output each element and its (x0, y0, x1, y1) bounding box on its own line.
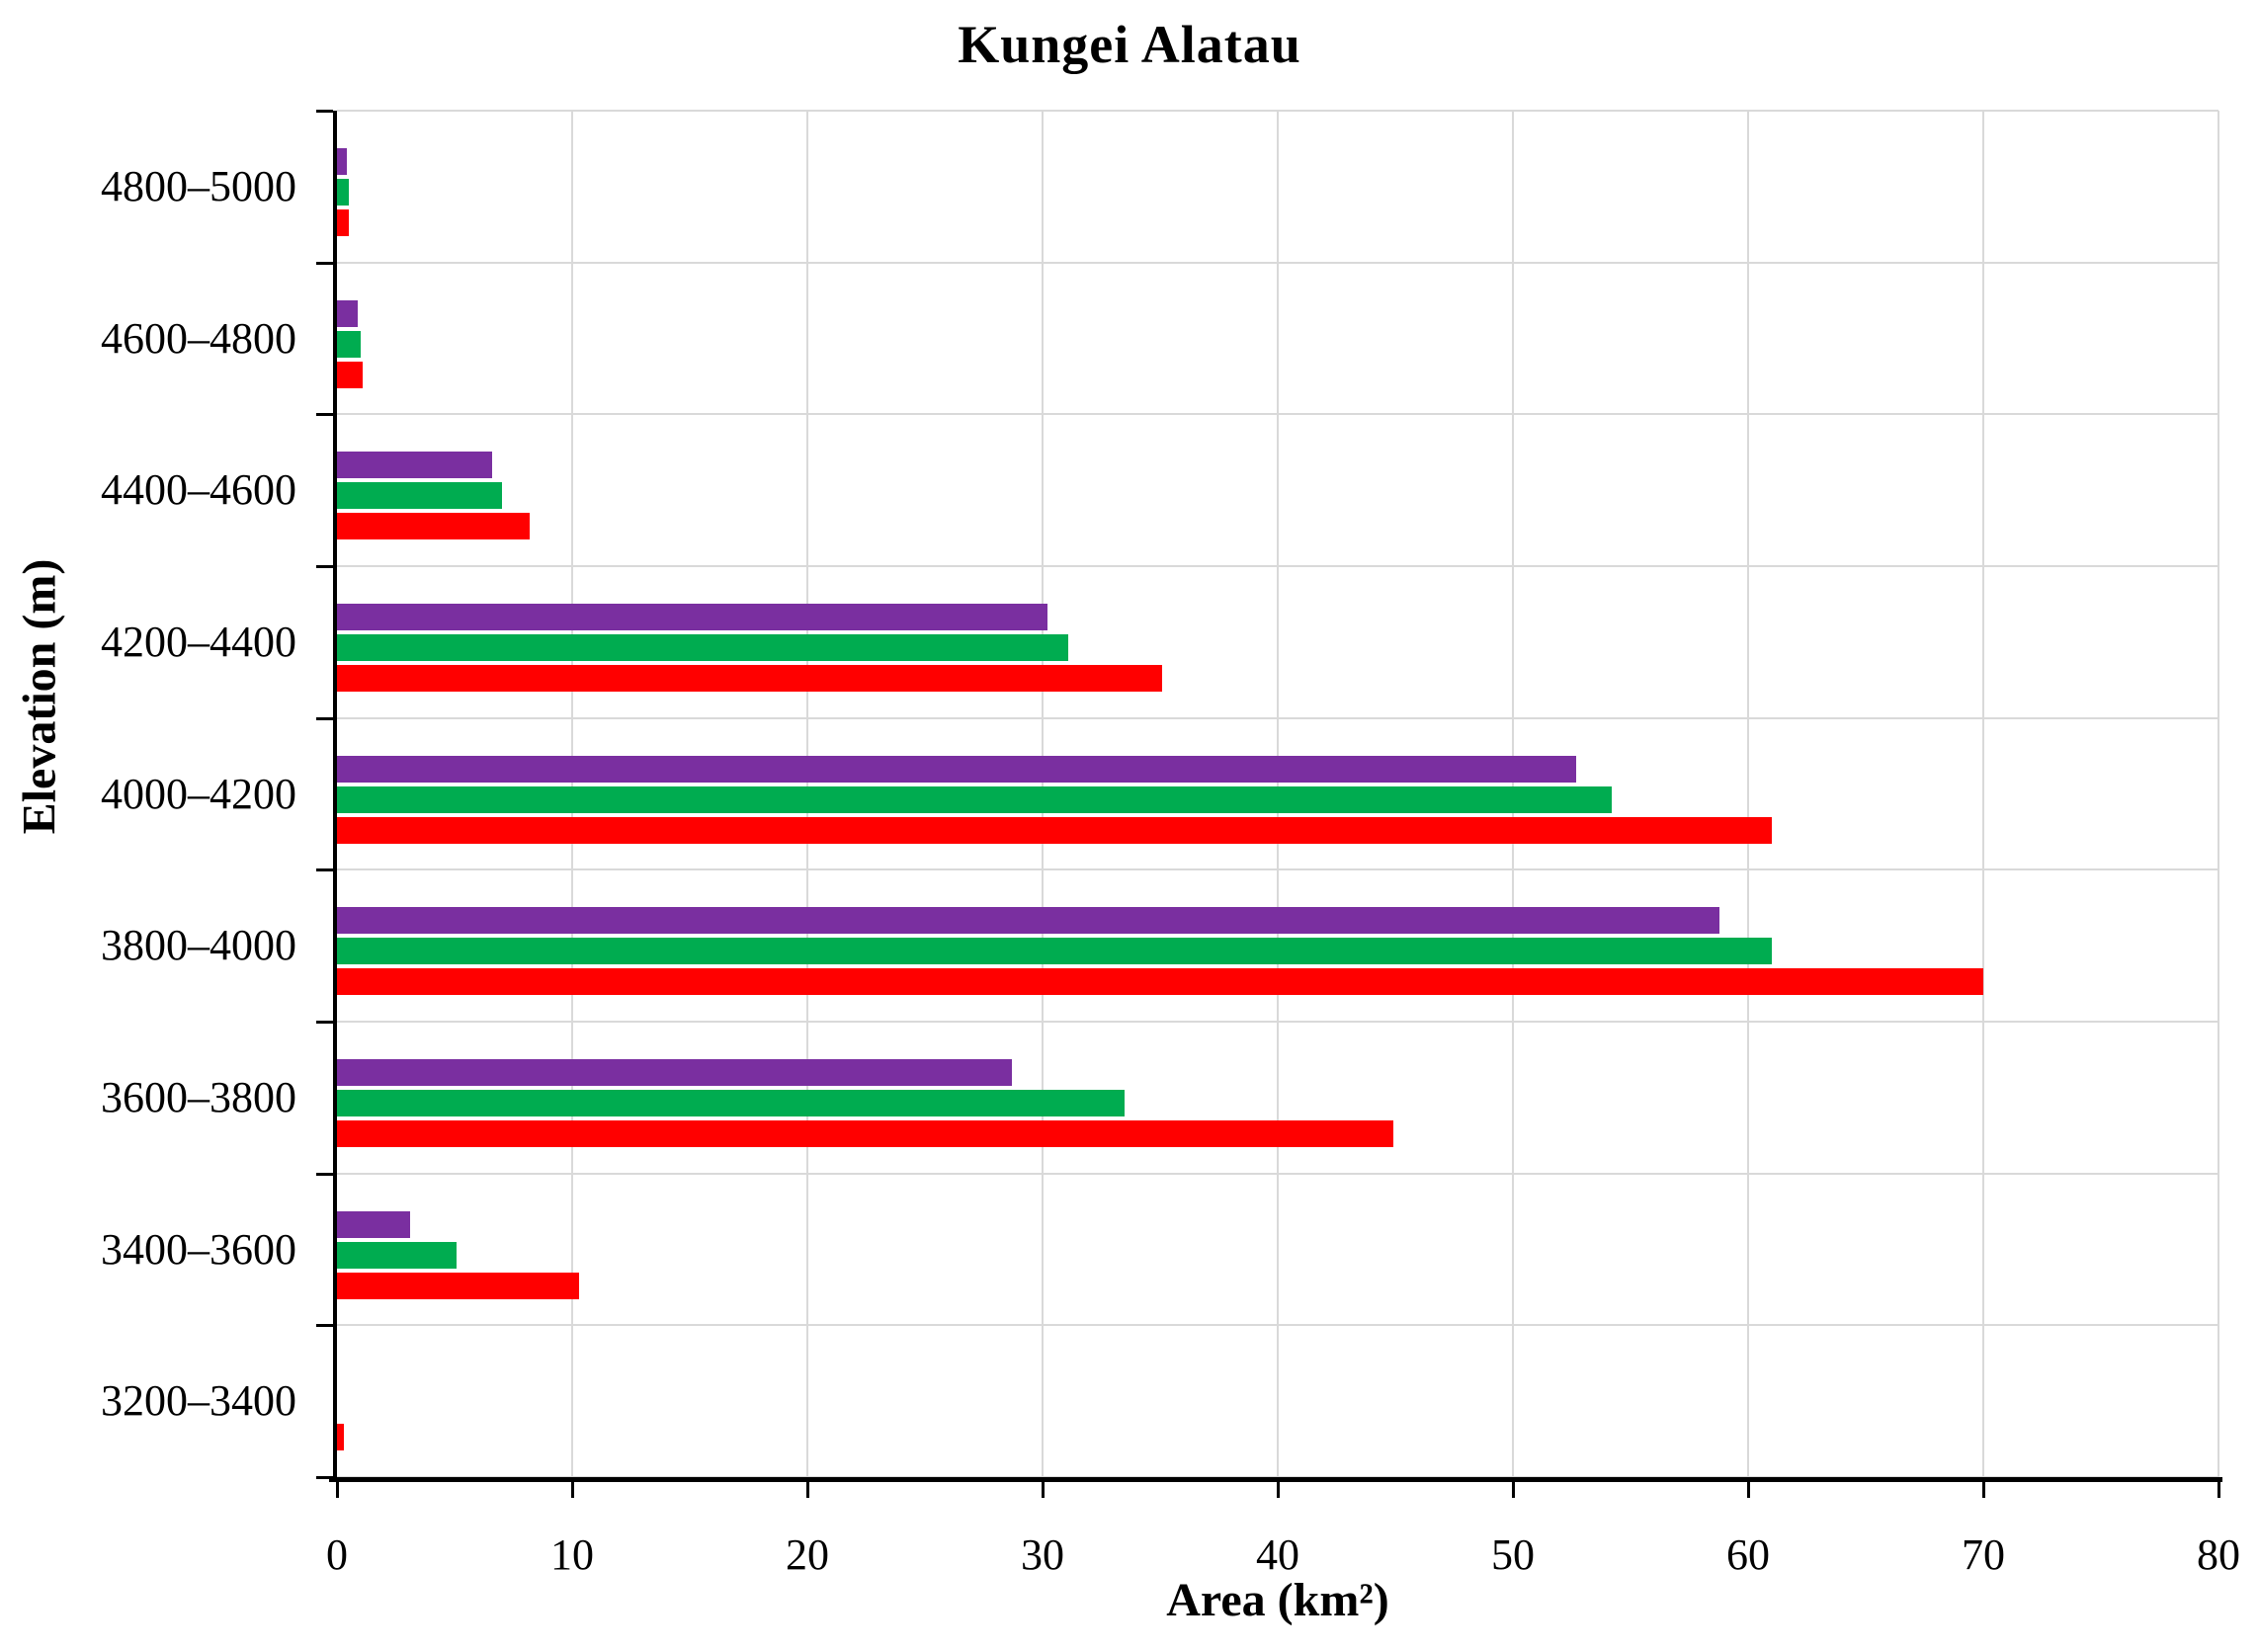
x-axis-tick (1511, 1482, 1515, 1498)
bar (337, 1210, 410, 1238)
bar (337, 907, 1720, 935)
x-axis-tick-label: 70 (1962, 1530, 2005, 1579)
y-axis-category-label: 4200–4400 (101, 617, 296, 666)
bar (337, 209, 349, 236)
x-axis-tick (570, 1482, 574, 1498)
bar (337, 452, 493, 479)
y-axis-tick (316, 565, 333, 568)
bar (337, 299, 359, 327)
y-axis-category-label: 4600–4800 (101, 313, 296, 363)
vertical-gridline (1982, 111, 1984, 1477)
y-axis-category-label: 4800–5000 (101, 161, 296, 210)
bar (337, 1059, 1013, 1086)
y-axis-tick (316, 868, 333, 872)
y-axis-category-label: 3200–3400 (101, 1376, 296, 1426)
chart-title: Kungei Alatau (958, 15, 1301, 74)
bar (337, 938, 1772, 965)
bar (337, 665, 1163, 692)
y-axis-category-label: 3800–4000 (101, 921, 296, 970)
y-axis-category-label: 4000–4200 (101, 769, 296, 818)
bar (337, 785, 1612, 813)
x-axis-tick-label: 40 (1256, 1530, 1299, 1579)
x-axis-tick-label: 80 (2197, 1530, 2240, 1579)
y-axis-tick (316, 1476, 333, 1479)
x-axis-tick-label: 60 (1726, 1530, 1770, 1579)
y-axis-tick (316, 110, 333, 113)
x-axis-tick-label: 30 (1021, 1530, 1064, 1579)
y-axis-tick (316, 413, 333, 417)
x-axis-tick (1276, 1482, 1280, 1498)
x-axis-tick (1041, 1482, 1045, 1498)
x-axis-tick (1981, 1482, 1985, 1498)
bar (337, 1272, 580, 1299)
bar (337, 755, 1577, 783)
vertical-gridline (1747, 111, 1749, 1477)
bar (337, 330, 361, 358)
x-axis-tick (2217, 1482, 2220, 1498)
x-axis-tick-label: 10 (550, 1530, 594, 1579)
x-axis-tick (335, 1482, 339, 1498)
bar (337, 968, 1983, 996)
bar (337, 604, 1047, 630)
y-axis-tick (316, 1172, 333, 1176)
bar (337, 1090, 1126, 1116)
bar (337, 361, 364, 388)
bar (337, 1241, 458, 1269)
x-axis-tick (805, 1482, 809, 1498)
bar (337, 179, 349, 206)
x-axis-line (329, 1477, 2222, 1482)
y-axis-tick (316, 1021, 333, 1024)
bar (337, 1424, 345, 1451)
x-axis-tick-label: 50 (1491, 1530, 1535, 1579)
y-axis-tick (316, 716, 333, 720)
bar (337, 1120, 1393, 1147)
x-axis-title: Area (km²) (1166, 1574, 1389, 1626)
bar (337, 482, 502, 510)
y-axis-line (333, 111, 337, 1482)
bar (337, 634, 1069, 661)
x-axis-tick-label: 20 (786, 1530, 829, 1579)
y-axis-category-label: 3600–3800 (101, 1072, 296, 1121)
bar (337, 816, 1772, 844)
y-axis-tick (316, 1324, 333, 1328)
y-axis-category-label: 3400–3600 (101, 1224, 296, 1274)
x-axis-tick (1746, 1482, 1750, 1498)
x-axis-tick-label: 0 (326, 1530, 348, 1579)
y-axis-category-label: 4400–4600 (101, 465, 296, 515)
y-axis-tick (316, 261, 333, 265)
bar (337, 513, 531, 540)
bar (337, 148, 347, 175)
vertical-gridline (2217, 111, 2219, 1477)
